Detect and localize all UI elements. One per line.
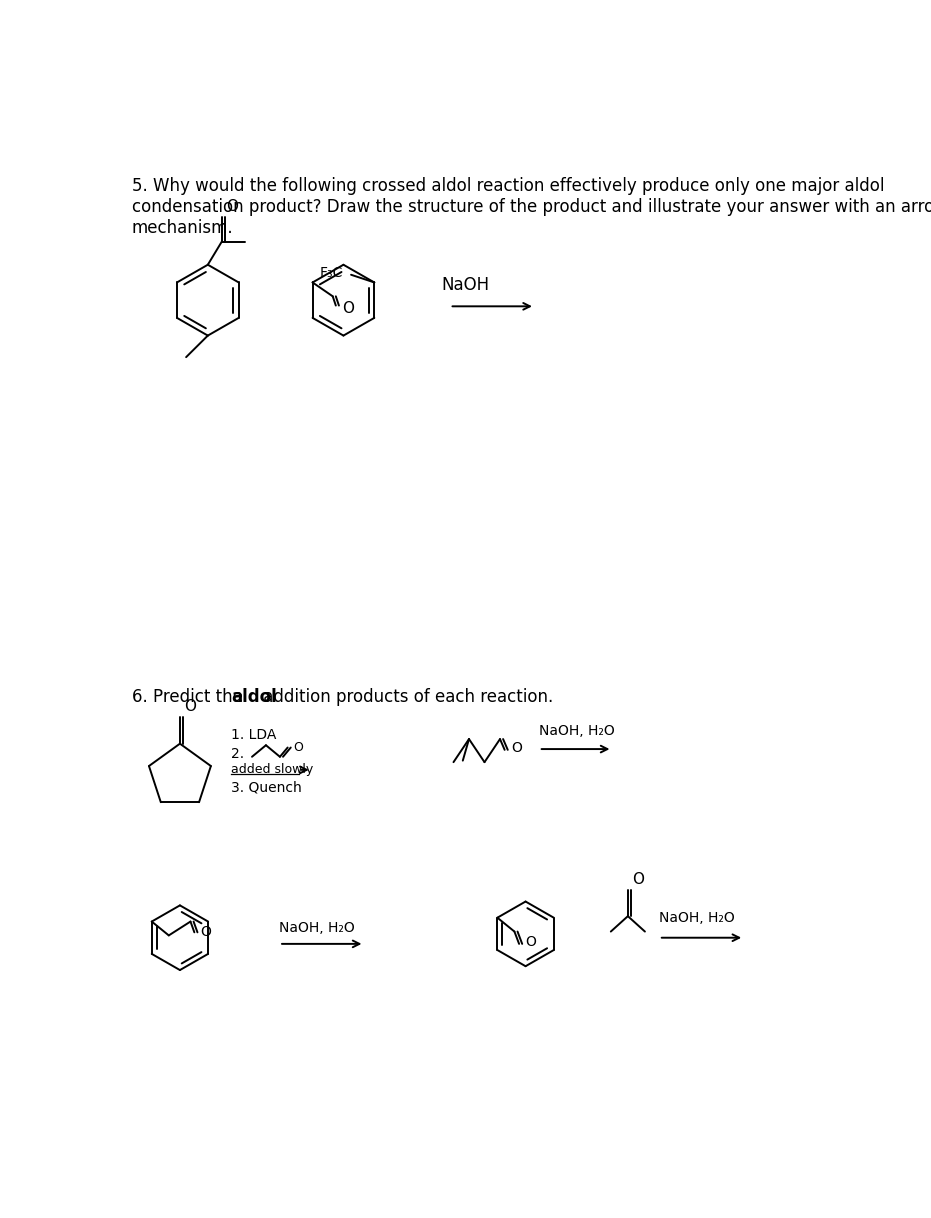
- Text: O: O: [342, 301, 354, 317]
- Text: 6. Predict the: 6. Predict the: [132, 688, 248, 705]
- Text: O: O: [183, 699, 196, 714]
- Text: 3. Quench: 3. Quench: [231, 781, 302, 794]
- Text: O: O: [511, 742, 521, 755]
- Text: aldol: aldol: [231, 688, 277, 705]
- Text: 5. Why would the following crossed aldol reaction effectively produce only one m: 5. Why would the following crossed aldol…: [132, 177, 931, 236]
- Text: O: O: [632, 872, 643, 887]
- Text: addition products of each reaction.: addition products of each reaction.: [258, 688, 553, 705]
- Text: 1. LDA: 1. LDA: [231, 728, 277, 742]
- Text: O: O: [225, 199, 237, 214]
- Text: NaOH, H₂O: NaOH, H₂O: [539, 725, 614, 738]
- Text: O: O: [200, 926, 211, 939]
- Text: O: O: [525, 935, 536, 949]
- Text: O: O: [293, 741, 303, 754]
- Text: NaOH, H₂O: NaOH, H₂O: [659, 911, 735, 926]
- Text: added slowly: added slowly: [231, 764, 314, 776]
- Text: NaOH: NaOH: [442, 275, 490, 294]
- Text: 2.: 2.: [231, 748, 244, 761]
- Text: F₃C: F₃C: [320, 267, 344, 280]
- Text: NaOH, H₂O: NaOH, H₂O: [279, 922, 355, 935]
